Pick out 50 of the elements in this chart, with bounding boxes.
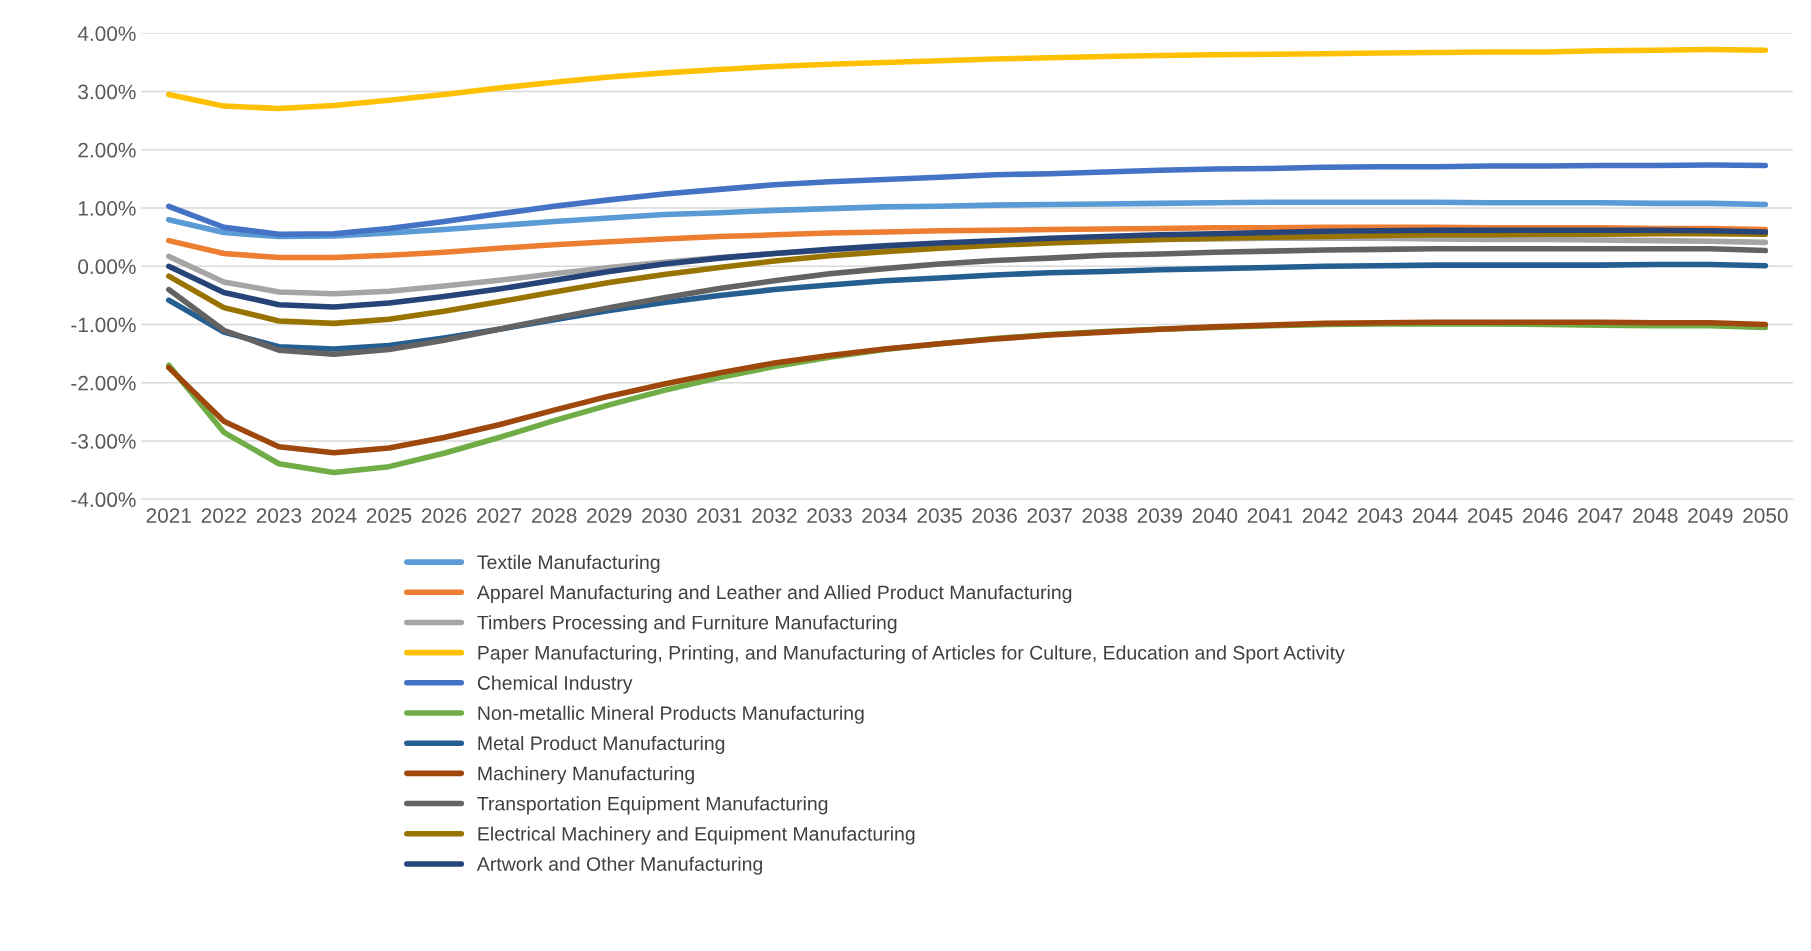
legend-label: Paper Manufacturing, Printing, and Manufacturing of Articles for Culture, Education and Sport Activity [478, 645, 1345, 664]
x-tick-label: 2038 [1082, 508, 1127, 523]
y-tick-label: -1.00% [71, 317, 136, 333]
y-tick-label: 1.00% [78, 201, 136, 216]
x-tick-label: 2042 [1302, 508, 1348, 523]
x-tick-label: 2024 [311, 508, 357, 523]
y-tick-label: -3.00% [71, 434, 136, 449]
x-tick-label: 2028 [532, 508, 577, 523]
y-tick-label: 4.00% [77, 26, 136, 42]
x-tick-label: 2031 [697, 508, 742, 523]
x-tick-label: 2041 [1247, 508, 1293, 523]
x-tick-label: 2043 [1357, 508, 1403, 523]
x-tick-label: 2032 [752, 508, 797, 523]
legend-label: Transportation Equipment Manufacturing [477, 796, 828, 815]
x-tick-label: 2046 [1523, 508, 1568, 523]
x-tick-label: 2048 [1633, 508, 1678, 523]
legend-label: Electrical Machinery and Equipment Manufacturing [478, 826, 915, 845]
x-tick-label: 2035 [917, 508, 962, 523]
x-tick-label: 2045 [1467, 508, 1513, 523]
y-tick-label: -4.00% [71, 492, 136, 508]
x-tick-label: 2022 [201, 508, 246, 523]
y-tick-label: -2.00% [71, 375, 136, 391]
legend-label: Timbers Processing and Furniture Manufacturing [477, 615, 897, 634]
x-tick-label: 2044 [1412, 508, 1458, 523]
x-tick-label: 2049 [1688, 508, 1733, 523]
legend-label: Chemical Industry [477, 675, 633, 694]
legend-label: Metal Product Manufacturing [478, 735, 725, 755]
y-tick-label: 0.00% [78, 259, 136, 275]
x-tick-label: 2036 [972, 508, 1017, 523]
legend-label: Non-metallic Mineral Products Manufacturing [478, 705, 864, 724]
x-tick-label: 2033 [807, 508, 852, 523]
x-tick-label: 2040 [1192, 508, 1238, 523]
legend-label: Artwork and Other Manufacturing [476, 856, 763, 875]
y-tick-label: 2.00% [78, 142, 136, 158]
x-tick-label: 2037 [1027, 508, 1072, 523]
x-tick-label: 2027 [476, 508, 522, 523]
y-tick-label: 3.00% [78, 84, 136, 100]
x-tick-label: 2021 [146, 508, 191, 523]
legend-label: Textile Manufacturing [477, 554, 660, 573]
legend-label: Apparel Manufacturing and Leather and Allied Product Manufacturing [476, 585, 1072, 604]
x-tick-label: 2034 [862, 508, 908, 523]
x-tick-label: 2023 [256, 508, 302, 523]
x-tick-label: 2050 [1743, 508, 1788, 523]
x-tick-label: 2030 [642, 508, 687, 523]
x-tick-label: 2026 [421, 508, 467, 523]
x-tick-label: 2029 [587, 508, 632, 523]
x-tick-label: 2039 [1137, 508, 1182, 523]
x-tick-label: 2025 [366, 508, 412, 523]
x-tick-label: 2047 [1578, 508, 1623, 523]
legend-label: Machinery Manufacturing [478, 766, 694, 785]
